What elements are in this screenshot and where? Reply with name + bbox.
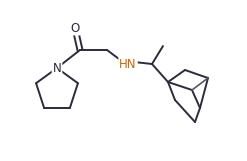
Text: HN: HN (119, 57, 137, 71)
Text: N: N (53, 62, 61, 75)
Text: O: O (70, 22, 80, 34)
